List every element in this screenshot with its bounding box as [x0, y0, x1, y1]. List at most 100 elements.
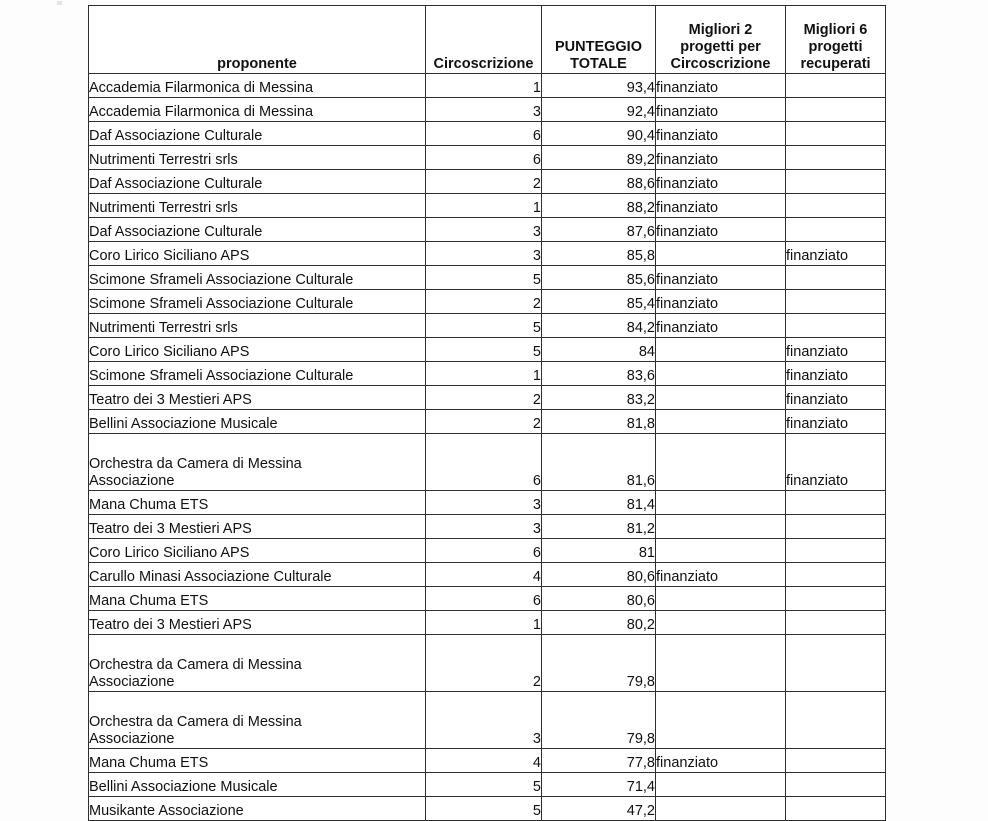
- table-header-row: proponente Circoscrizione PUNTEGGIO TOTAL…: [88, 5, 886, 74]
- cell-punteggio-totale: 47,2: [541, 796, 656, 821]
- cell-migliori-6-status: finanziato: [785, 361, 886, 386]
- cell-migliori-2-status: finanziato: [655, 562, 786, 587]
- cell-punteggio-totale: 92,4: [541, 97, 656, 122]
- table-row: Orchestra da Camera di Messina Associazio…: [88, 691, 886, 749]
- table-row: Orchestra da Camera di Messina Associazio…: [88, 634, 886, 692]
- cell-migliori-6-status: [785, 145, 886, 170]
- cell-migliori-2-status: [655, 385, 786, 410]
- cell-circoscrizione: 3: [425, 514, 542, 539]
- table-header: proponente Circoscrizione PUNTEGGIO TOTAL…: [88, 5, 886, 74]
- cell-proponente: Nutrimenti Terrestri srls: [88, 145, 426, 170]
- table-row: Mana Chuma ETS 4 77,8 finanziato: [88, 748, 886, 773]
- cell-migliori-2-status: finanziato: [655, 121, 786, 146]
- cell-migliori-2-status: finanziato: [655, 265, 786, 290]
- cell-circoscrizione: 3: [425, 217, 542, 242]
- cell-circoscrizione: 2: [425, 385, 542, 410]
- proponente-line: Mana Chuma ETS: [89, 496, 209, 513]
- cell-proponente: Coro Lirico Siciliano APS: [88, 337, 426, 362]
- cell-circoscrizione: 5: [425, 313, 542, 338]
- cell-proponente: Nutrimenti Terrestri srls: [88, 193, 426, 218]
- proponente-line: Musikante Associazione: [89, 802, 244, 819]
- cell-migliori-6-status: [785, 169, 886, 194]
- table-row: Coro Lirico Siciliano APS 6 81: [88, 538, 886, 563]
- cell-migliori-6-status: [785, 748, 886, 773]
- cell-punteggio-totale: 79,8: [541, 634, 656, 692]
- cell-proponente: Accademia Filarmonica di Messina: [88, 97, 426, 122]
- table-row: Teatro dei 3 Mestieri APS 2 83,2 finanziato: [88, 385, 886, 410]
- proponente-line: Daf Associazione Culturale: [89, 127, 263, 144]
- cell-circoscrizione: 4: [425, 748, 542, 773]
- cell-proponente: Daf Associazione Culturale: [88, 217, 426, 242]
- cell-circoscrizione: 5: [425, 337, 542, 362]
- cell-migliori-6-status: finanziato: [785, 409, 886, 434]
- table-row: Nutrimenti Terrestri srls 6 89,2 finanziato: [88, 145, 886, 170]
- cell-punteggio-totale: 88,2: [541, 193, 656, 218]
- cell-migliori-2-status: finanziato: [655, 193, 786, 218]
- proponente-line: Daf Associazione Culturale: [89, 175, 263, 192]
- cell-migliori-2-status: [655, 538, 786, 563]
- cell-punteggio-totale: 87,6: [541, 217, 656, 242]
- column-header-migliori-2-progetti: Migliori 2 progetti per Circoscrizione: [655, 5, 786, 74]
- cell-migliori-6-status: [785, 289, 886, 314]
- cell-proponente: Mana Chuma ETS: [88, 748, 426, 773]
- cell-punteggio-totale: 83,2: [541, 385, 656, 410]
- table-row: Scimone Sframeli Associazione Culturale 2…: [88, 289, 886, 314]
- cell-migliori-6-status: [785, 514, 886, 539]
- cell-migliori-2-status: [655, 337, 786, 362]
- cell-punteggio-totale: 84: [541, 337, 656, 362]
- cell-proponente: Bellini Associazione Musicale: [88, 409, 426, 434]
- table-row: Nutrimenti Terrestri srls 5 84,2 finanziato: [88, 313, 886, 338]
- cell-migliori-2-status: finanziato: [655, 289, 786, 314]
- cell-migliori-2-status: [655, 409, 786, 434]
- column-header-line: Circoscrizione: [670, 55, 771, 72]
- cell-circoscrizione: 2: [425, 169, 542, 194]
- cell-circoscrizione: 1: [425, 361, 542, 386]
- cell-circoscrizione: 1: [425, 73, 542, 98]
- cell-punteggio-totale: 80,6: [541, 586, 656, 611]
- proponente-line: Teatro dei 3 Mestieri APS: [89, 391, 252, 408]
- cell-migliori-2-status: finanziato: [655, 169, 786, 194]
- cell-proponente: Mana Chuma ETS: [88, 490, 426, 515]
- column-header-line: Circoscrizione: [433, 55, 534, 72]
- cell-migliori-2-status: finanziato: [655, 97, 786, 122]
- proponente-line: Scimone Sframeli Associazione Culturale: [89, 367, 354, 384]
- cell-circoscrizione: 1: [425, 610, 542, 635]
- table-row: Scimone Sframeli Associazione Culturale 1…: [88, 361, 886, 386]
- proponente-line: Coro Lirico Siciliano APS: [89, 343, 250, 360]
- proponente-line: Daf Associazione Culturale: [89, 223, 263, 240]
- cell-migliori-6-status: [785, 193, 886, 218]
- cell-migliori-2-status: [655, 634, 786, 692]
- cell-migliori-2-status: [655, 361, 786, 386]
- cell-punteggio-totale: 81: [541, 538, 656, 563]
- column-header-line: progetti: [808, 38, 863, 55]
- cell-punteggio-totale: 88,6: [541, 169, 656, 194]
- cell-migliori-2-status: finanziato: [655, 748, 786, 773]
- cell-punteggio-totale: 83,6: [541, 361, 656, 386]
- cell-circoscrizione: 4: [425, 562, 542, 587]
- cell-punteggio-totale: 85,8: [541, 241, 656, 266]
- proponente-line: Carullo Minasi Associazione Culturale: [89, 568, 332, 585]
- cell-proponente: Teatro dei 3 Mestieri APS: [88, 514, 426, 539]
- table-body: Accademia Filarmonica di Messina 1 93,4 fin…: [88, 73, 886, 821]
- cell-proponente: Teatro dei 3 Mestieri APS: [88, 610, 426, 635]
- cell-migliori-6-status: finanziato: [785, 385, 886, 410]
- cell-proponente: Nutrimenti Terrestri srls: [88, 313, 426, 338]
- column-header-migliori-6-progetti: Migliori 6 progetti recuperati: [785, 5, 886, 74]
- proponente-line: Teatro dei 3 Mestieri APS: [89, 520, 252, 537]
- proponente-line: Accademia Filarmonica di Messina: [89, 79, 314, 96]
- cell-proponente: Daf Associazione Culturale: [88, 121, 426, 146]
- cell-proponente: Carullo Minasi Associazione Culturale: [88, 562, 426, 587]
- column-header-line: Migliori 2: [688, 21, 753, 38]
- cell-migliori-6-status: finanziato: [785, 337, 886, 362]
- proponente-line: Scimone Sframeli Associazione Culturale: [89, 271, 354, 288]
- proponente-line: Accademia Filarmonica di Messina: [89, 103, 314, 120]
- proponente-line: Mana Chuma ETS: [89, 592, 209, 609]
- cell-migliori-6-status: [785, 562, 886, 587]
- table-row: Mana Chuma ETS 3 81,4: [88, 490, 886, 515]
- column-header-line: Migliori 6: [803, 21, 868, 38]
- cell-proponente: Daf Associazione Culturale: [88, 169, 426, 194]
- column-header-line: recuperati: [800, 55, 871, 72]
- table-row: Musikante Associazione 5 47,2: [88, 796, 886, 821]
- cell-punteggio-totale: 79,8: [541, 691, 656, 749]
- cell-circoscrizione: 6: [425, 145, 542, 170]
